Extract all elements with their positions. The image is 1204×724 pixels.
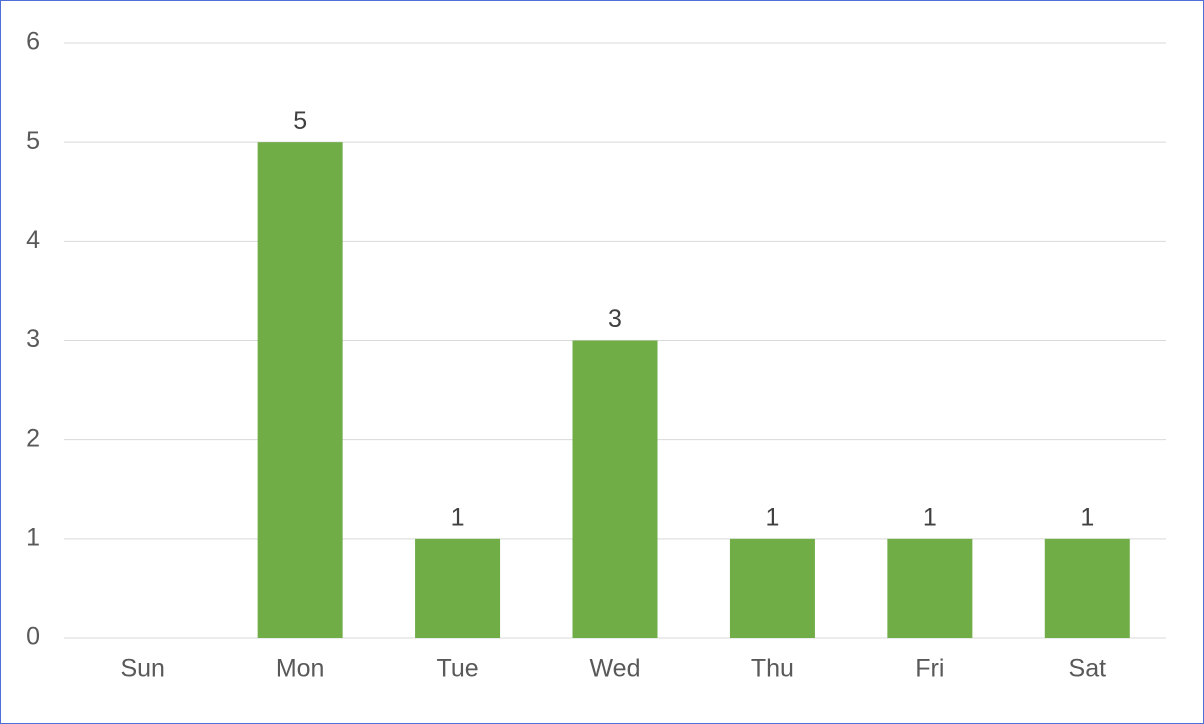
data-label: 1 (451, 503, 465, 531)
data-label: 1 (765, 503, 779, 531)
data-label: 1 (1080, 503, 1094, 531)
bar (1044, 538, 1130, 638)
y-tick-label: 4 (26, 226, 40, 254)
y-tick-label: 6 (26, 28, 40, 56)
y-tick-label: 5 (26, 127, 40, 155)
x-tick-label: Mon (276, 655, 325, 683)
y-tick-label: 3 (26, 325, 40, 353)
data-label: 3 (608, 305, 622, 333)
x-tick-label: Sat (1069, 655, 1107, 683)
y-tick-label: 1 (26, 523, 40, 551)
bar (415, 538, 501, 638)
bar (572, 340, 658, 638)
bar (729, 538, 815, 638)
data-label: 1 (923, 503, 937, 531)
x-tick-label: Fri (915, 655, 944, 683)
bar (257, 142, 343, 638)
x-tick-label: Wed (590, 655, 641, 683)
y-tick-label: 0 (26, 623, 40, 651)
x-tick-label: Thu (751, 655, 794, 683)
data-label: 5 (293, 107, 307, 135)
x-tick-label: Tue (436, 655, 478, 683)
x-tick-label: Sun (120, 655, 164, 683)
bar (887, 538, 973, 638)
y-tick-label: 2 (26, 424, 40, 452)
